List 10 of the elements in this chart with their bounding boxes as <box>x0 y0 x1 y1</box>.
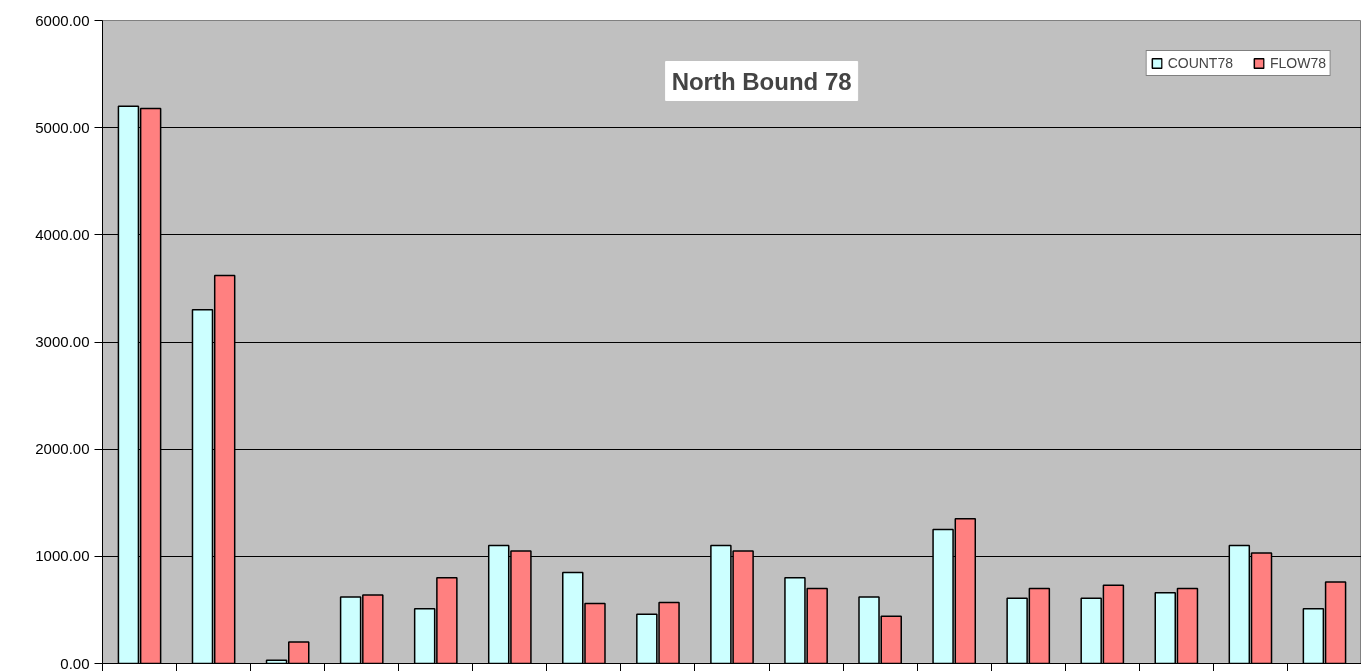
legend-label: FLOW78 <box>1269 55 1326 71</box>
y-tick-label: 2000.00 <box>35 440 90 458</box>
y-tick-label: 0.00 <box>60 654 90 671</box>
legend-label: COUNT78 <box>1167 55 1233 71</box>
text: North Bound 78 <box>671 67 852 95</box>
y-tick-label: 1000.00 <box>35 547 90 565</box>
y-tick-label: 5000.00 <box>35 118 90 136</box>
y-tick-label: 3000.00 <box>35 333 90 350</box>
y-tick-label: 6000.00 <box>35 11 90 29</box>
y-tick-label: 4000.00 <box>35 225 90 243</box>
